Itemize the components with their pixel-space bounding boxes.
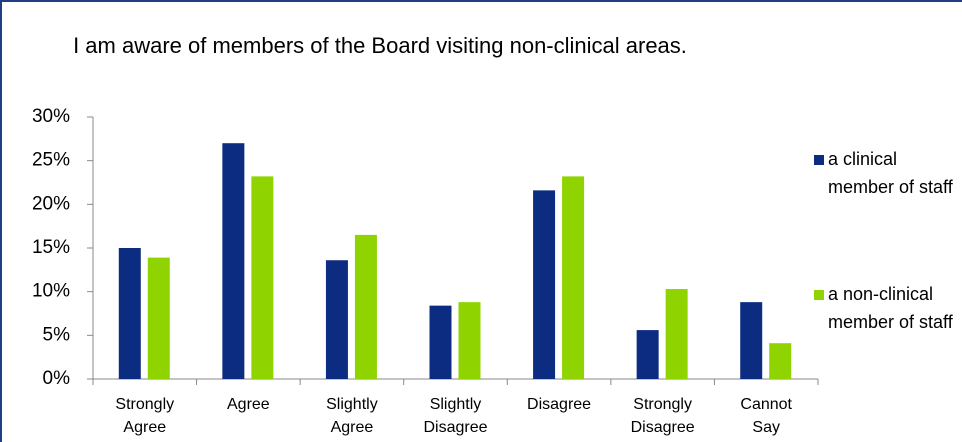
bar: [562, 176, 585, 379]
x-tick-label: Strongly Agree: [115, 396, 174, 436]
legend-swatch: [814, 290, 824, 300]
legend-label: a clinical member of staff: [828, 149, 954, 197]
bar: [533, 190, 556, 379]
bar: [458, 302, 481, 379]
bar: [665, 289, 688, 379]
bar: [222, 143, 245, 379]
bar: [354, 234, 377, 379]
y-tick-label: 5%: [43, 324, 71, 345]
x-tick-label: Cannot Say: [740, 396, 792, 436]
x-tick-label: Strongly Disagree: [631, 396, 695, 436]
legend-label: a non-clinical member of staff: [828, 284, 954, 332]
bar: [118, 248, 141, 379]
y-tick-label: 30%: [32, 106, 70, 127]
chart-title: I am aware of members of the Board visit…: [73, 33, 687, 58]
bar: [325, 260, 348, 379]
x-tick-label: Slightly Disagree: [423, 396, 487, 436]
legend-swatch: [814, 155, 824, 165]
y-tick-label: 10%: [32, 281, 70, 302]
bar: [147, 257, 170, 379]
bar: [769, 343, 792, 379]
x-tick-label: Slightly Agree: [326, 396, 378, 436]
bar: [429, 305, 452, 379]
x-tick-label: Agree: [227, 396, 270, 413]
y-tick-label: 20%: [32, 193, 70, 214]
bar: [251, 176, 274, 379]
x-tick-label: Disagree: [527, 396, 591, 413]
bar: [636, 330, 659, 379]
bar: [740, 302, 763, 379]
y-tick-label: 15%: [32, 237, 70, 258]
y-tick-label: 0%: [43, 368, 71, 389]
y-tick-label: 25%: [32, 150, 70, 171]
